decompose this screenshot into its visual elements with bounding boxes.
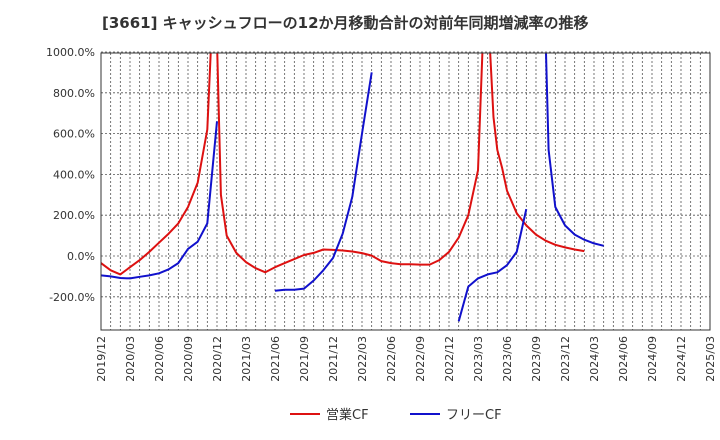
- x-tick-label: 2023/09: [530, 336, 543, 382]
- x-tick-label: 2024/03: [588, 336, 601, 382]
- legend-label: 営業CF: [326, 407, 369, 423]
- x-tick-label: 2022/06: [385, 336, 398, 382]
- series-layer: [101, 53, 604, 322]
- x-tick-label: 2024/09: [646, 336, 659, 382]
- y-tick-label: 0.0%: [67, 250, 95, 263]
- y-tick-label: 200.0%: [53, 209, 95, 222]
- y-tick-label: 800.0%: [53, 87, 95, 100]
- axis-layer: 1000.0% 800.0% 600.0% 400.0% 200.0% 0.0% -200.…: [46, 46, 717, 382]
- chart-title: [3661] キャッシュフローの12か月移動合計の対前年同期増減率の推移: [102, 14, 589, 32]
- plot-border: [100, 52, 711, 331]
- x-tick-label: 2024/06: [617, 336, 630, 382]
- x-tick-label: 2022/09: [414, 336, 427, 382]
- x-tick-label: 2019/12: [95, 336, 108, 382]
- x-tick-label: 2021/06: [269, 336, 282, 382]
- series-line-free-cf: [457, 208, 528, 322]
- series-line-operating-cf: [101, 53, 585, 276]
- y-tick-label: -200.0%: [49, 291, 95, 304]
- x-tick-label: 2021/03: [240, 336, 253, 382]
- y-tick-label: 400.0%: [53, 168, 95, 181]
- series-line-free-cf: [274, 72, 373, 292]
- x-tick-label: 2020/12: [211, 336, 224, 382]
- y-tick-label: 600.0%: [53, 128, 95, 141]
- legend-label: フリーCF: [446, 408, 502, 423]
- x-tick-label: 2023/06: [501, 336, 514, 382]
- x-tick-label: 2022/03: [356, 336, 369, 382]
- x-tick-label: 2022/12: [443, 336, 456, 382]
- x-tick-label: 2025/03: [704, 336, 717, 382]
- x-tick-label: 2020/09: [182, 336, 195, 382]
- x-tick-label: 2021/09: [298, 336, 311, 382]
- series-line-free-cf: [545, 53, 604, 247]
- series-line-free-cf: [101, 121, 218, 280]
- x-tick-label: 2020/03: [124, 336, 137, 382]
- x-tick-label: 2021/12: [327, 336, 340, 382]
- x-tick-label: 2024/12: [675, 336, 688, 382]
- legend-layer: 営業CF フリーCF: [290, 407, 502, 423]
- grid-layer: [100, 51, 711, 330]
- x-tick-label: 2023/12: [559, 336, 572, 382]
- x-tick-label: 2020/06: [153, 336, 166, 382]
- x-tick-label: 2023/03: [472, 336, 485, 382]
- y-tick-label: 1000.0%: [46, 46, 95, 59]
